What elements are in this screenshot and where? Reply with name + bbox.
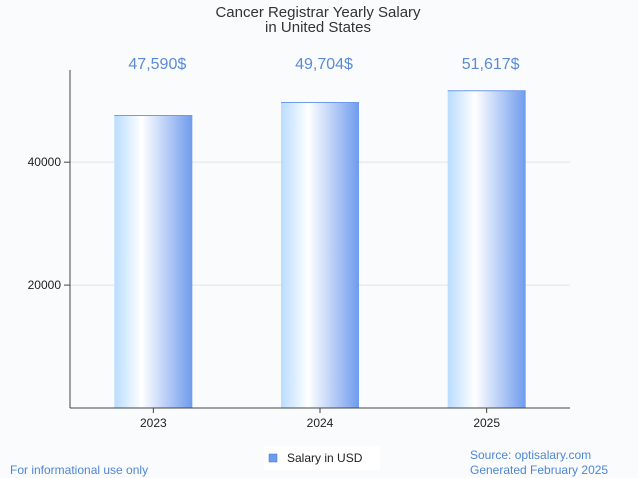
source-block: Source: optisalary.com Generated Februar… bbox=[470, 448, 608, 478]
disclaimer-text: For informational use only bbox=[10, 463, 149, 477]
data-label-2024: 49,704$ bbox=[295, 56, 353, 73]
generated-text: Generated February 2025 bbox=[470, 463, 609, 477]
legend-label: Salary in USD bbox=[287, 451, 363, 465]
legend-swatch bbox=[268, 453, 278, 463]
chart-title-line-1: Cancer Registrar Yearly Salary bbox=[215, 4, 421, 21]
x-tick-label-2023: 2023 bbox=[140, 416, 167, 430]
bars bbox=[114, 90, 526, 409]
x-tick-label-2025: 2025 bbox=[473, 416, 500, 430]
bar-2024 bbox=[281, 102, 359, 408]
data-label-2023: 47,590$ bbox=[128, 56, 186, 73]
y-tick-labels: 20000 40000 bbox=[28, 155, 70, 292]
bar-2025 bbox=[447, 90, 526, 408]
source-text: Source: optisalary.com bbox=[470, 448, 592, 462]
legend-box bbox=[264, 446, 380, 470]
bar-2023 bbox=[114, 115, 193, 409]
x-tick-labels: 2023 2024 2025 bbox=[140, 408, 500, 430]
chart-title-line-2: in United States bbox=[265, 19, 371, 36]
y-tick-label: 40000 bbox=[28, 155, 62, 169]
x-tick-label-2024: 2024 bbox=[307, 416, 334, 430]
data-labels: 47,590$ 49,704$ 51,617$ bbox=[128, 56, 519, 73]
data-label-2025: 51,617$ bbox=[462, 56, 520, 73]
y-tick-label: 20000 bbox=[28, 278, 62, 292]
legend: Salary in USD bbox=[264, 446, 380, 470]
